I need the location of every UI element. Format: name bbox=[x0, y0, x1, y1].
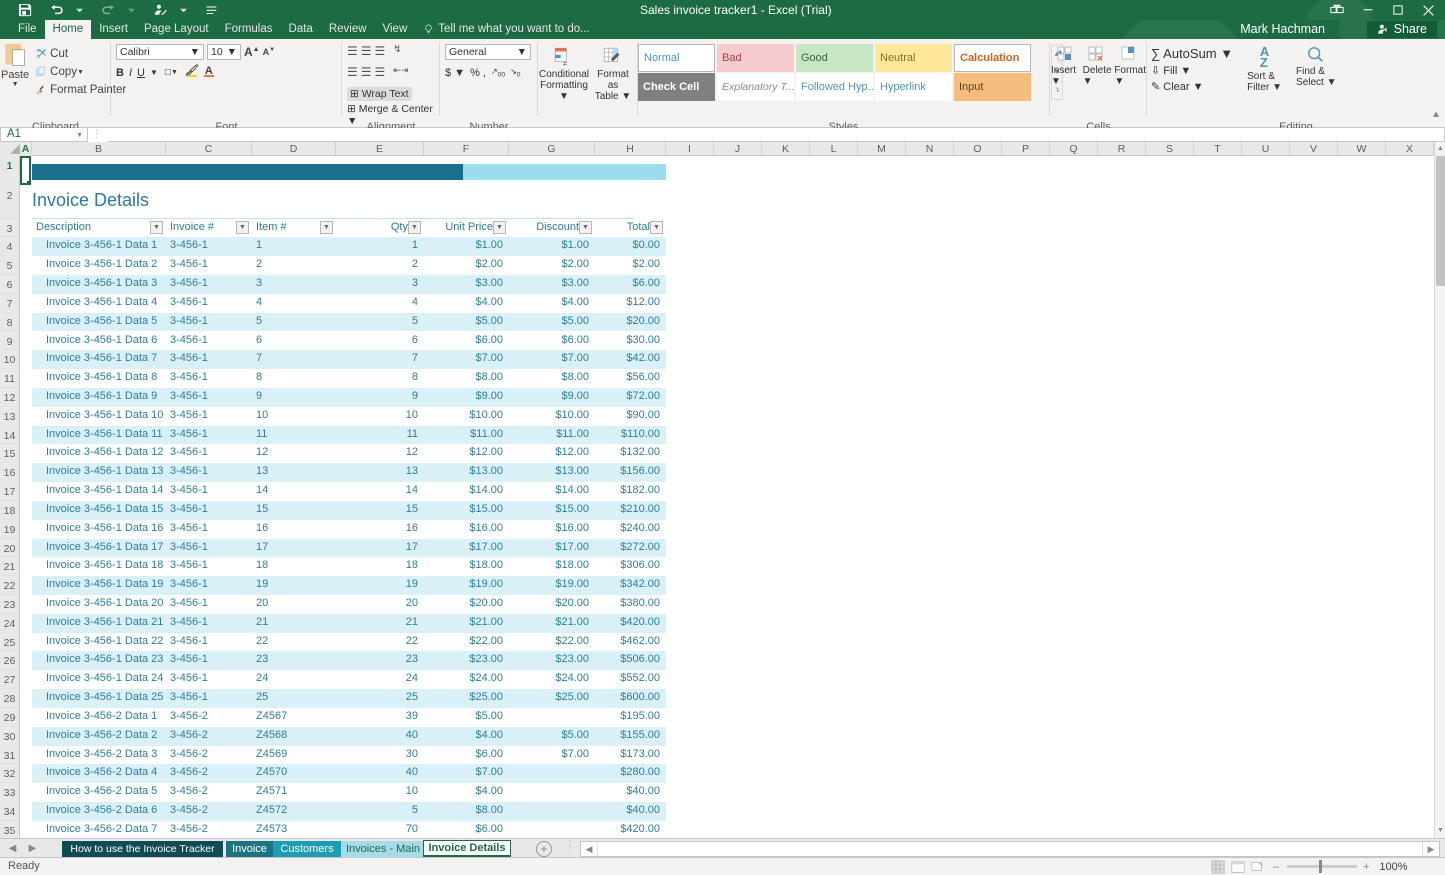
svg-text:≠: ≠ bbox=[563, 59, 567, 68]
